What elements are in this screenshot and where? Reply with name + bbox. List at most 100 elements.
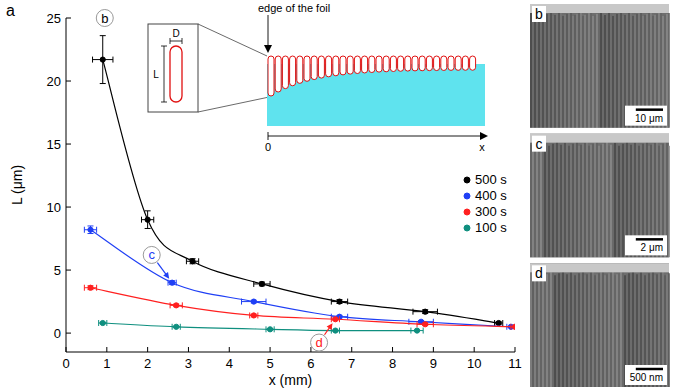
sem-texture — [592, 144, 594, 258]
figure: aDLedge of the foil0x0123456789101105101… — [0, 0, 673, 391]
x-error-bar — [331, 299, 347, 305]
sem-texture — [600, 12, 602, 128]
y-axis-line — [66, 18, 67, 352]
sem-texture — [538, 273, 540, 387]
legend-marker — [464, 193, 470, 199]
sem-texture — [570, 145, 572, 258]
inset-foil-tube — [434, 56, 440, 71]
sem-texture — [546, 142, 548, 258]
x-error-bar — [495, 320, 503, 326]
inset-edge-label: edge of the foil — [258, 2, 330, 14]
y-tick — [66, 207, 71, 208]
sem-texture — [590, 272, 592, 387]
scale-bar — [636, 108, 663, 111]
inset-foil-tube — [426, 56, 432, 71]
x-tick — [474, 347, 475, 352]
sem-texture — [586, 14, 588, 128]
sem-texture — [610, 145, 612, 258]
sem-texture — [568, 13, 570, 128]
sem-texture — [582, 144, 584, 258]
sem-texture — [618, 146, 620, 258]
x-error-bar — [242, 299, 266, 305]
inset-foil-tube — [390, 56, 396, 72]
sem-texture — [604, 15, 606, 128]
sem-texture — [566, 14, 568, 128]
x-tick — [229, 347, 230, 352]
x-tick — [66, 347, 67, 352]
x-tick-label: 4 — [226, 356, 233, 371]
sem-texture — [584, 275, 586, 387]
sem-texture — [588, 146, 590, 258]
x-tick-label: 6 — [307, 356, 314, 371]
sem-texture — [568, 146, 570, 258]
sem-texture — [608, 146, 610, 258]
inset-foil-tube — [354, 56, 360, 74]
data-point — [423, 322, 428, 327]
sem-texture — [536, 142, 538, 258]
annotations: bcd — [96, 10, 332, 352]
annotation-circle — [96, 10, 113, 27]
inset: DLedge of the foil0x — [148, 2, 488, 153]
sem-texture — [620, 12, 622, 128]
fit-curve — [90, 288, 515, 327]
inset-foil-tube — [383, 56, 389, 72]
x-error-bar — [254, 281, 270, 287]
sem-texture — [572, 271, 574, 387]
y-tick-label: 20 — [47, 74, 61, 89]
sem-texture — [548, 146, 550, 258]
scale-bar — [636, 238, 663, 241]
inset-foil-tube — [347, 56, 353, 74]
sem-texture — [606, 14, 608, 128]
sem-texture — [554, 15, 556, 128]
y-error-bar — [169, 281, 175, 285]
sem-texture — [580, 145, 582, 258]
inset-foil-tube — [268, 56, 274, 96]
sem-texture — [612, 16, 614, 128]
sem-texture — [594, 275, 596, 387]
y-error-bar — [422, 310, 428, 314]
x-tick — [310, 347, 311, 352]
data-point — [145, 217, 150, 222]
inset-origin-label: 0 — [265, 141, 271, 153]
sem-texture — [602, 271, 604, 387]
data-point — [259, 281, 264, 286]
x-tick-label: 7 — [348, 356, 355, 371]
axes: 012345678910110510152025x (mm)L (μm) — [9, 11, 522, 389]
sem-texture — [554, 275, 556, 387]
sem-texture — [602, 144, 604, 258]
sem-texture — [550, 12, 552, 128]
sem-texture — [558, 13, 560, 128]
sem-panel: c2 μm — [530, 134, 669, 258]
sem-texture — [554, 143, 556, 258]
sem-texture — [542, 16, 544, 128]
sem-texture — [542, 144, 544, 258]
y-tick — [66, 18, 71, 19]
sem-texture — [546, 14, 548, 128]
sem-texture — [574, 275, 576, 387]
legend-label: 300 s — [475, 204, 507, 219]
x-tick-label: 8 — [389, 356, 396, 371]
sem-texture — [552, 271, 554, 387]
inset-axis-label: x — [479, 141, 485, 153]
inset-foil-tube — [318, 56, 324, 78]
y-tick — [66, 144, 71, 145]
x-tick — [188, 347, 189, 352]
scale-bar-box — [625, 106, 667, 126]
sem-texture — [606, 142, 608, 258]
sem-texture — [574, 15, 576, 128]
x-error-bar — [172, 324, 180, 330]
sem-texture — [578, 13, 580, 128]
sem-texture — [558, 273, 560, 387]
annotation-label: c — [148, 247, 155, 262]
sem-texture — [604, 143, 606, 258]
sem-texture — [574, 143, 576, 258]
sem-texture — [602, 16, 604, 128]
inset-length-arrow — [161, 46, 167, 47]
sem-texture — [576, 142, 578, 258]
sem-texture — [616, 142, 618, 258]
inset-foil-tube — [290, 56, 296, 86]
sem-texture — [582, 271, 584, 387]
inset-foil-tube — [462, 56, 468, 70]
sem-panel-label: d — [535, 265, 543, 281]
sem-texture — [556, 274, 558, 387]
